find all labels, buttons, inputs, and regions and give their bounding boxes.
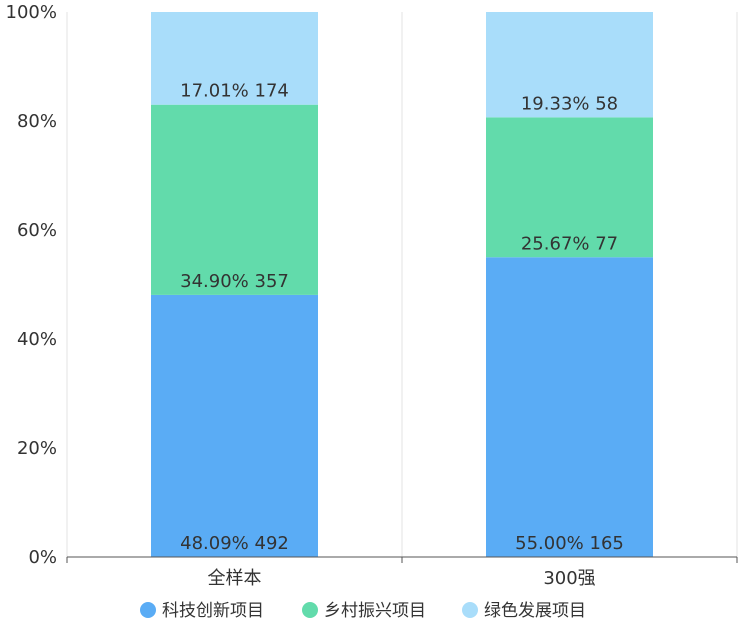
data-label: 17.01% 174 bbox=[180, 81, 289, 102]
bar-segment bbox=[151, 294, 318, 557]
legend-swatch bbox=[462, 602, 478, 618]
data-label: 55.00% 165 bbox=[515, 533, 624, 554]
legend-label: 乡村振兴项目 bbox=[324, 601, 426, 621]
bar-segment bbox=[486, 12, 653, 118]
bar-segment bbox=[151, 104, 318, 295]
legend-swatch bbox=[302, 602, 318, 618]
legend-label: 科技创新项目 bbox=[162, 601, 264, 621]
grid-lines bbox=[66, 12, 738, 557]
y-tick-label: 40% bbox=[17, 329, 57, 350]
legend-label: 绿色发展项目 bbox=[484, 601, 586, 621]
y-tick-label: 60% bbox=[17, 220, 57, 241]
y-tick-label: 80% bbox=[17, 111, 57, 132]
y-tick-labels: 0% 20% 40% 60% 80% 100% bbox=[6, 2, 57, 568]
bars bbox=[151, 12, 653, 557]
data-labels: 48.09% 492 34.90% 357 17.01% 174 55.00% 165… bbox=[180, 81, 624, 554]
legend: 科技创新项目 乡村振兴项目 绿色发展项目 bbox=[140, 601, 586, 621]
x-category-labels: 全样本 300强 bbox=[208, 568, 596, 589]
y-tick-label: 100% bbox=[6, 2, 57, 23]
x-category-label: 300强 bbox=[543, 568, 595, 589]
data-label: 48.09% 492 bbox=[180, 533, 289, 554]
bar-segment bbox=[151, 12, 318, 105]
data-label: 19.33% 58 bbox=[521, 93, 618, 114]
data-label: 25.67% 77 bbox=[521, 233, 618, 254]
legend-swatch bbox=[140, 602, 156, 618]
bar-segment bbox=[486, 117, 653, 258]
x-category-label: 全样本 bbox=[208, 568, 262, 589]
axes bbox=[66, 556, 738, 563]
y-tick-label: 0% bbox=[28, 547, 57, 568]
data-label: 34.90% 357 bbox=[180, 271, 289, 292]
y-tick-label: 20% bbox=[17, 438, 57, 459]
bar-segment bbox=[486, 257, 653, 557]
